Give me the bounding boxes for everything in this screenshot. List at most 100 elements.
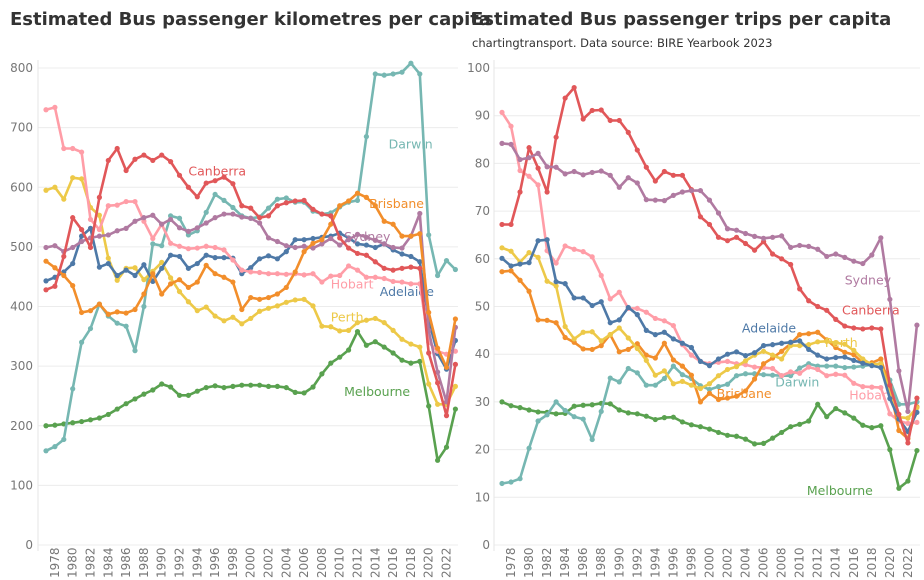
data-point (553, 399, 559, 405)
data-point (553, 164, 559, 170)
x-tick-label: 1980 (522, 547, 536, 578)
data-point (123, 267, 129, 273)
data-point (715, 396, 722, 403)
data-point (399, 251, 405, 257)
data-point (724, 366, 731, 373)
data-point (328, 273, 334, 279)
data-point (688, 344, 695, 351)
data-point (688, 372, 695, 378)
data-point (408, 360, 414, 366)
data-point (372, 259, 378, 265)
y-tick-label: 30 (475, 395, 490, 409)
x-tick-label: 2004 (279, 547, 293, 578)
data-point (319, 211, 325, 217)
x-tick-label: 1982 (84, 547, 98, 578)
data-point (797, 370, 803, 376)
data-point (779, 340, 785, 346)
data-point (670, 322, 676, 329)
data-point (96, 226, 102, 233)
data-point (283, 195, 289, 201)
data-point (905, 440, 911, 446)
data-point (194, 260, 200, 267)
data-point (679, 363, 686, 369)
data-point (869, 384, 875, 390)
data-point (248, 382, 254, 388)
data-point (399, 233, 405, 239)
data-point (354, 197, 361, 203)
data-point (751, 233, 758, 239)
data-point (589, 436, 595, 443)
data-point (176, 215, 183, 221)
data-point (706, 363, 713, 369)
data-point (114, 145, 120, 152)
data-point (788, 369, 794, 375)
data-point (724, 358, 731, 364)
data-point (607, 320, 613, 326)
series-label: Brisbane (717, 386, 772, 401)
y-tick-label: 40 (475, 347, 490, 361)
data-point (52, 104, 58, 110)
data-point (70, 260, 76, 267)
data-point (194, 279, 200, 285)
data-point (706, 390, 713, 396)
y-tick-label: 20 (475, 443, 490, 457)
data-point (553, 283, 559, 289)
x-tick-label: 1980 (66, 547, 80, 578)
data-point (319, 371, 325, 377)
data-point (381, 265, 387, 271)
series-label: Canberra (842, 303, 900, 318)
x-tick-label: 2010 (793, 547, 807, 578)
data-point (508, 479, 514, 485)
data-point (399, 336, 405, 342)
data-point (390, 327, 396, 333)
data-point (230, 279, 236, 285)
data-point (70, 386, 76, 392)
data-point (301, 390, 307, 396)
data-point (43, 448, 49, 454)
data-point (526, 249, 532, 256)
data-point (168, 213, 174, 219)
data-point (292, 198, 298, 204)
data-point (203, 180, 209, 186)
x-tick-label: 2020 (883, 547, 897, 578)
data-point (96, 264, 102, 270)
data-point (248, 265, 254, 271)
data-point (751, 441, 758, 447)
data-point (661, 415, 667, 421)
data-point (354, 241, 361, 247)
data-point (544, 278, 550, 284)
data-point (607, 172, 613, 178)
data-point (105, 411, 111, 418)
data-point (248, 215, 254, 221)
data-point (390, 278, 396, 285)
data-point (337, 235, 343, 241)
data-point (452, 406, 458, 412)
data-point (239, 382, 245, 388)
data-point (896, 485, 902, 491)
data-point (185, 392, 191, 398)
data-point (150, 235, 156, 242)
data-point (833, 251, 839, 257)
data-point (770, 365, 776, 372)
data-point (760, 235, 767, 241)
data-point (159, 243, 165, 249)
data-point (499, 140, 505, 146)
data-point (159, 291, 165, 297)
data-point (399, 357, 405, 363)
data-point (292, 297, 298, 303)
data-point (230, 181, 236, 187)
x-tick-label: 1998 (684, 547, 698, 578)
data-point (239, 271, 245, 277)
data-point (806, 346, 812, 353)
data-point (141, 218, 147, 224)
data-point (670, 363, 676, 369)
series-line (500, 111, 918, 425)
data-point (652, 382, 658, 388)
data-point (230, 383, 236, 389)
data-point (499, 221, 505, 228)
y-tick-label: 300 (10, 359, 33, 373)
data-point (132, 218, 138, 224)
data-point (230, 257, 236, 263)
data-point (310, 240, 316, 246)
data-point (265, 213, 272, 219)
